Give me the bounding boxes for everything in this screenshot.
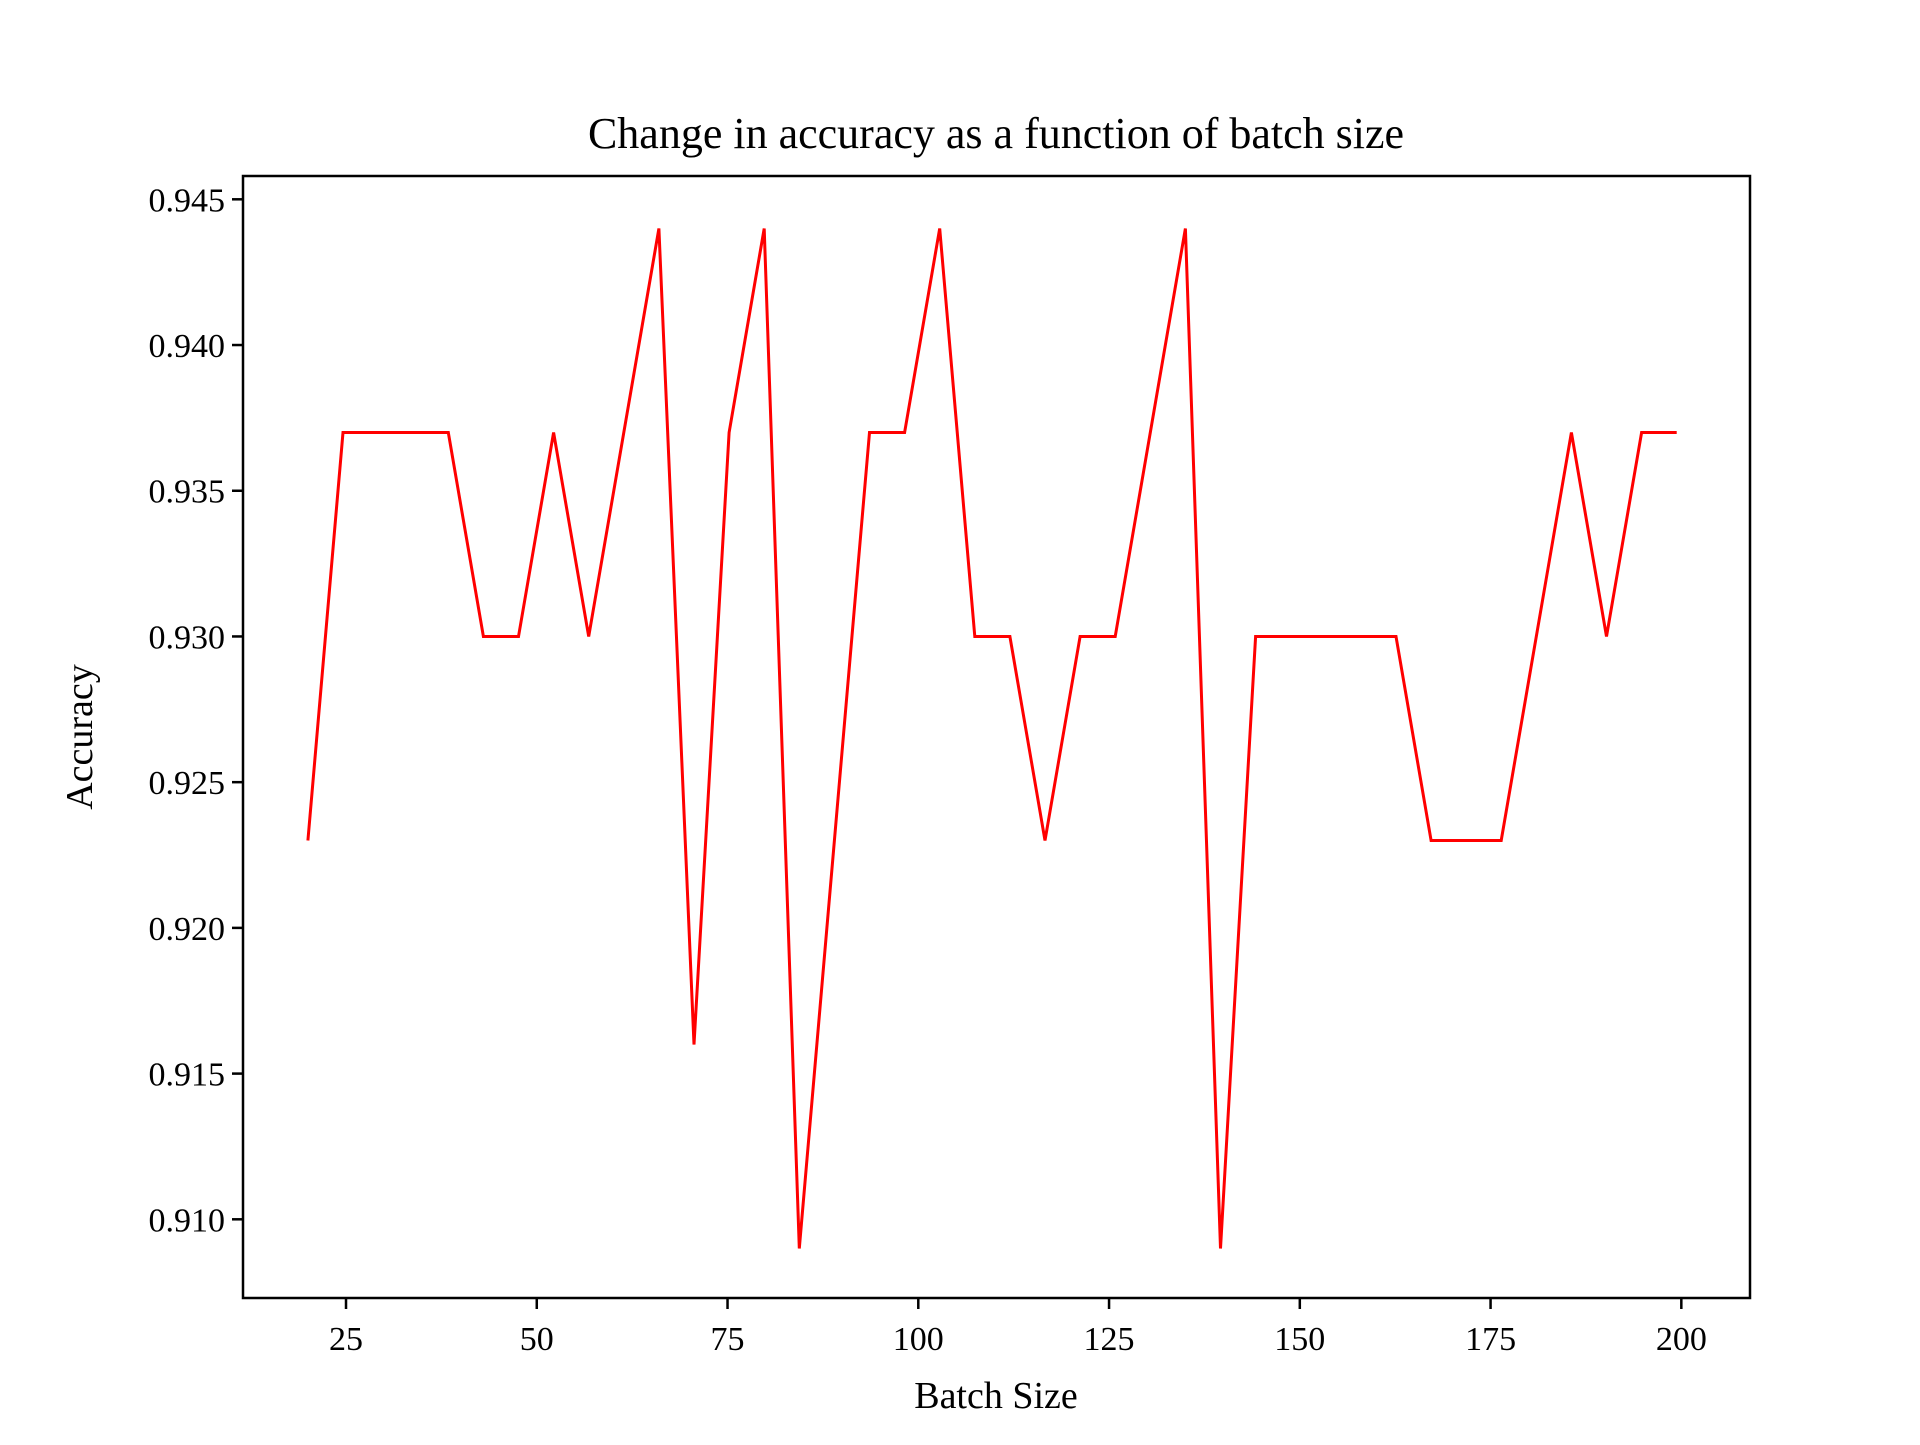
- chart-title: Change in accuracy as a function of batc…: [588, 109, 1404, 158]
- data-point: [482, 635, 484, 637]
- data-point: [1219, 1247, 1221, 1249]
- data-point: [1500, 839, 1502, 841]
- y-tick-label: 0.915: [149, 1057, 226, 1094]
- data-point: [763, 227, 765, 229]
- data-point: [412, 431, 414, 433]
- x-tick-label: 100: [893, 1321, 944, 1358]
- plot-area-frame: [241, 174, 1752, 1300]
- y-axis-label: Accuracy: [59, 664, 101, 810]
- x-tick-label: 150: [1274, 1321, 1325, 1358]
- x-tick-label: 200: [1656, 1321, 1707, 1358]
- data-point: [658, 227, 660, 229]
- data-point: [377, 431, 379, 433]
- data-point: [1395, 635, 1397, 637]
- data-point: [1570, 431, 1572, 433]
- data-point: [904, 431, 906, 433]
- series-layer: [306, 227, 1678, 1249]
- data-point: [798, 1247, 800, 1249]
- data-point: [553, 431, 555, 433]
- x-tick-label: 75: [711, 1321, 745, 1358]
- data-point: [1360, 635, 1362, 637]
- data-point: [1676, 431, 1678, 433]
- data-point: [1325, 635, 1327, 637]
- y-tick-label: 0.925: [149, 765, 226, 802]
- data-point: [833, 839, 835, 841]
- data-point: [1079, 635, 1081, 637]
- data-point: [447, 431, 449, 433]
- data-point: [974, 635, 976, 637]
- x-tick-label: 25: [329, 1321, 363, 1358]
- data-point: [939, 227, 941, 229]
- data-point: [693, 1043, 695, 1045]
- data-point: [868, 431, 870, 433]
- data-point: [1290, 635, 1292, 637]
- data-point: [307, 839, 309, 841]
- data-point: [728, 431, 730, 433]
- data-point: [1184, 227, 1186, 229]
- data-point: [342, 431, 344, 433]
- data-point: [1114, 635, 1116, 637]
- data-point: [1465, 839, 1467, 841]
- y-tick-label: 0.945: [149, 182, 226, 219]
- y-tick-label: 0.910: [149, 1202, 226, 1239]
- y-tick-label: 0.930: [149, 619, 226, 656]
- data-point: [1009, 635, 1011, 637]
- x-axis-label: Batch Size: [914, 1375, 1078, 1417]
- data-point: [1535, 635, 1537, 637]
- y-tick-label: 0.940: [149, 328, 226, 365]
- data-point: [517, 635, 519, 637]
- y-axis-ticks: 0.910 0.915 0.920 0.925 0.930 0.935 0.940 0.945: [149, 182, 243, 1239]
- x-tick-label: 175: [1465, 1321, 1516, 1358]
- data-point: [588, 635, 590, 637]
- x-axis-ticks: 25 50 75 100 125 150 175 200: [329, 1298, 1707, 1358]
- data-point: [1149, 431, 1151, 433]
- data-point: [1255, 635, 1257, 637]
- data-point: [623, 431, 625, 433]
- x-tick-label: 50: [520, 1321, 554, 1358]
- x-tick-label: 125: [1084, 1321, 1135, 1358]
- series-line-0: [306, 228, 1677, 1249]
- data-point: [1641, 431, 1643, 433]
- data-point: [1430, 839, 1432, 841]
- data-point: [1606, 635, 1608, 637]
- data-point: [1044, 839, 1046, 841]
- y-tick-label: 0.935: [149, 474, 226, 511]
- y-tick-label: 0.920: [149, 911, 226, 948]
